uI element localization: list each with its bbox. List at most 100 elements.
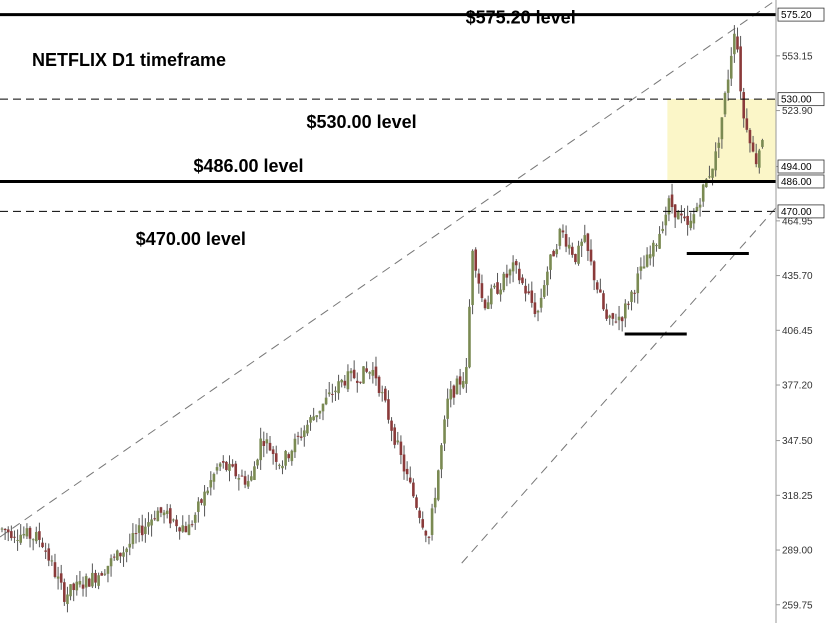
candle-body bbox=[449, 389, 453, 400]
candle-body bbox=[748, 129, 752, 144]
price-tag-label: 530.00 bbox=[781, 95, 812, 106]
candle-body bbox=[259, 438, 262, 461]
candle-body bbox=[405, 468, 409, 475]
candle-body bbox=[165, 510, 169, 514]
candle-body bbox=[290, 450, 294, 462]
candle-body bbox=[549, 254, 552, 270]
candle-body bbox=[97, 575, 100, 586]
candle-body bbox=[483, 299, 487, 309]
candle-body bbox=[692, 214, 696, 224]
candle-body bbox=[315, 415, 319, 418]
chart-title: NETFLIX D1 timeframe bbox=[32, 50, 226, 70]
candle-body bbox=[390, 420, 393, 431]
channel-line-2 bbox=[461, 207, 777, 564]
candle-body bbox=[41, 542, 44, 548]
candle-body bbox=[334, 390, 337, 393]
candle-body bbox=[539, 297, 543, 308]
candle-body bbox=[340, 379, 343, 383]
candle-body bbox=[608, 315, 612, 318]
candle-body bbox=[754, 153, 758, 165]
candle-body bbox=[28, 527, 32, 539]
candle-body bbox=[617, 316, 621, 321]
candle-body bbox=[318, 410, 322, 414]
candle-body bbox=[212, 474, 216, 482]
candle-body bbox=[190, 524, 194, 526]
candle-body bbox=[667, 198, 671, 215]
candle-body bbox=[446, 398, 449, 419]
candle-body bbox=[742, 92, 746, 119]
candle-body bbox=[162, 512, 166, 516]
candle-body bbox=[502, 273, 506, 291]
candle-body bbox=[415, 497, 418, 508]
candle-body bbox=[714, 151, 717, 171]
candle-body bbox=[736, 36, 739, 50]
candle-body bbox=[371, 369, 375, 376]
candle-body bbox=[686, 215, 689, 225]
candle-body bbox=[343, 380, 347, 386]
candle-body bbox=[673, 204, 677, 218]
price-tags-layer: 575.20 530.00 494.00 486.00 470.00 bbox=[777, 7, 825, 219]
candle-body bbox=[536, 310, 540, 313]
channel-line-1 bbox=[0, 0, 777, 538]
candle-body bbox=[595, 282, 599, 290]
candle-body bbox=[153, 518, 157, 520]
candle-body bbox=[337, 381, 340, 394]
candle-body bbox=[758, 150, 761, 168]
candle-body bbox=[586, 233, 590, 251]
candle-body bbox=[592, 261, 596, 281]
level-lines-layer bbox=[0, 13, 776, 212]
candle-body bbox=[231, 464, 234, 467]
candle-body bbox=[477, 273, 481, 284]
candle-body bbox=[648, 254, 652, 259]
candle-body bbox=[312, 416, 315, 421]
candle-body bbox=[402, 454, 406, 472]
candle-body bbox=[605, 309, 608, 319]
candle-body bbox=[652, 242, 655, 257]
price-tag-label: 494.00 bbox=[781, 162, 812, 173]
candle-body bbox=[546, 271, 549, 286]
candle-body bbox=[359, 381, 362, 383]
candle-body bbox=[468, 306, 471, 368]
candle-body bbox=[705, 179, 708, 188]
candle-body bbox=[38, 531, 41, 540]
price-tag-470-00: 470.00 bbox=[777, 204, 825, 219]
y-tick-label: 523.90 bbox=[782, 106, 813, 117]
candle-body bbox=[496, 282, 499, 294]
candle-body bbox=[630, 291, 633, 302]
candle-body bbox=[645, 254, 649, 267]
candle-body bbox=[218, 463, 222, 467]
candle-body bbox=[701, 184, 705, 202]
candle-body bbox=[698, 204, 702, 208]
candle-body bbox=[711, 168, 714, 178]
candle-body bbox=[723, 92, 727, 115]
y-tick-label: 406.45 bbox=[782, 326, 813, 337]
candle-body bbox=[639, 266, 643, 271]
price-tag-530-00: 530.00 bbox=[777, 92, 825, 107]
candle-body bbox=[726, 79, 730, 93]
candle-body bbox=[620, 317, 624, 322]
candle-body bbox=[368, 372, 372, 374]
y-tick-label: 347.50 bbox=[782, 436, 813, 447]
candle-body bbox=[309, 417, 312, 423]
candle-body bbox=[505, 273, 509, 278]
candle-body bbox=[676, 211, 680, 220]
candle-body bbox=[3, 528, 7, 531]
level-annotation-2: $530.00 level bbox=[307, 112, 417, 132]
candle-body bbox=[159, 507, 163, 513]
candle-body bbox=[521, 277, 524, 284]
candle-body bbox=[352, 369, 356, 379]
candle-body bbox=[655, 245, 658, 247]
candle-body bbox=[240, 475, 244, 477]
candle-body bbox=[187, 524, 191, 535]
candle-body bbox=[611, 313, 615, 319]
candle-body bbox=[94, 572, 97, 583]
y-tick-label: 289.00 bbox=[782, 546, 813, 557]
candle-body bbox=[412, 482, 415, 497]
candle-body bbox=[418, 510, 421, 518]
candle-body bbox=[181, 525, 185, 532]
candle-body bbox=[103, 573, 107, 575]
candle-body bbox=[84, 576, 88, 588]
candle-body bbox=[555, 249, 559, 255]
candle-body bbox=[493, 285, 496, 288]
price-tag-box bbox=[777, 159, 825, 174]
